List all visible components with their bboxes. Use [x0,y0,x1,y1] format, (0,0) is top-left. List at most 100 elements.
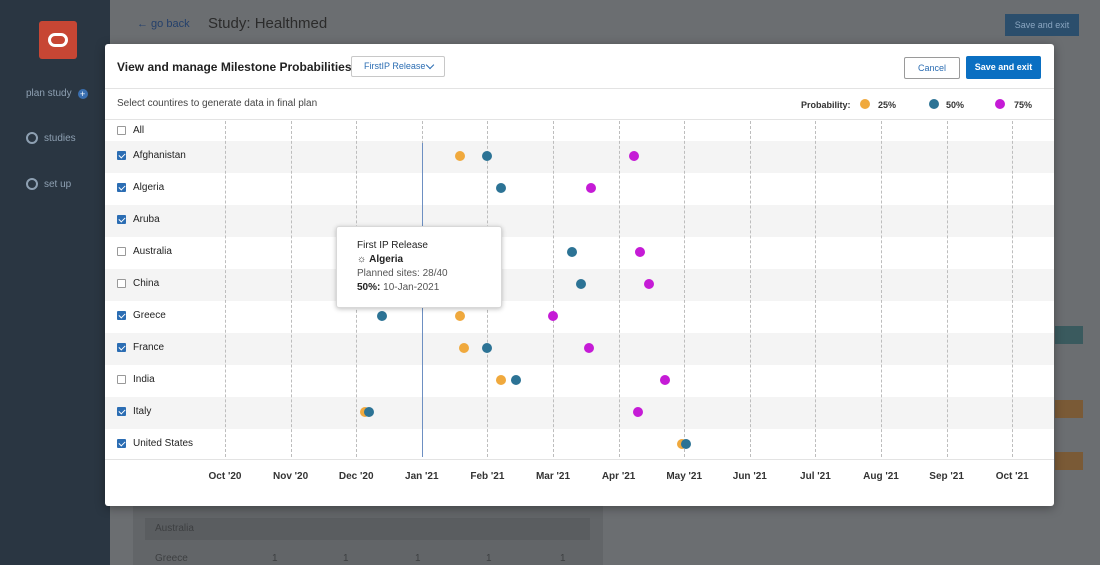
country-checkbox-label[interactable]: Italy [117,406,151,417]
country-name: Italy [133,406,152,417]
country-checkbox[interactable] [117,247,126,256]
country-row: Australia [105,237,1054,269]
milestone-dot-25[interactable] [454,151,465,161]
milestone-dot-50[interactable] [496,183,507,193]
country-checkbox-label[interactable]: United States [117,438,193,449]
country-checkbox[interactable] [117,311,126,320]
tooltip-country: ☼ Algeria [357,254,501,265]
sidebar: plan study + studies set up [0,0,110,565]
milestone-dot-75[interactable] [628,151,639,161]
sidebar-item-plan-study[interactable]: plan study + [26,88,88,99]
instruction-text: Select countires to generate data in fin… [117,98,318,109]
globe-icon: ☼ [357,254,367,265]
country-checkbox-label[interactable]: Australia [117,246,172,257]
milestone-dot-50[interactable] [376,311,387,321]
milestone-dot-75[interactable] [548,311,558,321]
milestone-dot-50[interactable] [482,343,493,353]
gridline [618,121,620,457]
x-tick-label: Oct '20 [208,471,242,482]
country-checkbox-label[interactable]: China [117,278,159,289]
milestone-dot-75[interactable] [586,183,597,193]
milestone-modal: View and manage Milestone Probabilities … [105,44,1054,506]
sidebar-item-label: set up [44,178,72,190]
sidebar-item-setup[interactable]: set up [26,178,71,190]
milestone-dot-50[interactable] [575,279,586,289]
sidebar-item-label: studies [44,132,76,144]
country-row: Algeria [105,173,1054,205]
go-back-link[interactable]: ← go back [137,18,190,30]
save-and-exit-button[interactable]: Save and exit [966,56,1041,79]
country-checkbox[interactable] [117,439,126,448]
milestone-dot-50[interactable] [510,375,521,385]
country-checkbox[interactable] [117,375,126,384]
country-checkbox-label[interactable]: France [117,342,164,353]
tooltip-probability: 50%: 10-Jan-2021 [357,282,501,293]
milestone-dot-50[interactable] [567,247,578,257]
milestone-dot-75[interactable] [635,247,646,257]
background-bar [1055,400,1083,418]
tooltip-title: First IP Release [357,240,428,251]
chevron-down-icon [425,60,435,70]
x-tick-label: May '21 [666,471,703,482]
all-checkbox[interactable] [117,126,126,135]
country-checkbox-label[interactable]: Greece [117,310,166,321]
gridline [553,121,554,457]
country-name: United States [133,438,194,449]
milestone-dot-75[interactable] [659,375,670,385]
milestone-dot-50[interactable] [482,151,493,161]
tooltip-planned-sites: Planned sites: 28/40 [357,268,448,279]
plus-icon: + [77,88,88,99]
country-checkbox[interactable] [117,183,126,192]
table-cell: 1 [415,553,421,564]
country-checkbox[interactable] [117,151,126,160]
milestone-select-value: FirstIP Release [364,61,426,71]
table-cell: 1 [343,553,349,564]
country-checkbox[interactable] [117,407,126,416]
gear-icon [26,178,38,190]
sidebar-item-studies[interactable]: studies [26,132,76,144]
milestone-dot-75[interactable] [644,279,655,289]
x-tick-label: Jan '21 [405,471,439,482]
milestone-dot-50[interactable] [681,439,692,449]
country-checkbox[interactable] [117,215,126,224]
x-axis-line [105,459,1054,460]
milestone-dot-25[interactable] [459,343,470,353]
tooltip-prob-label: 50%: [357,282,381,293]
country-row: Aruba [105,205,1054,237]
country-checkbox-label[interactable]: India [117,374,155,385]
country-row: Greece [105,301,1054,333]
sidebar-item-label: plan study [26,88,72,99]
milestone-dot-50[interactable] [363,407,374,417]
gridline [290,121,292,457]
x-tick-label: Mar '21 [535,471,571,482]
legend-dot-75 [995,99,1005,109]
country-checkbox-label[interactable]: Aruba [117,214,160,225]
page-title: Study: Healthmed [208,15,328,32]
country-checkbox[interactable] [117,343,126,352]
all-label: All [133,125,145,136]
legend-dot-25 [860,99,870,109]
country-checkbox-label[interactable]: Algeria [117,182,164,193]
country-checkbox[interactable] [117,279,126,288]
country-name: France [133,342,165,353]
milestone-dot-75[interactable] [583,343,594,353]
gridline [1012,121,1014,457]
gridline [815,121,817,457]
x-tick-label: Jul '21 [800,471,831,482]
table-row: Australia [145,518,590,540]
all-checkbox-label[interactable]: All [117,125,144,136]
milestone-select[interactable]: FirstIP Release [351,56,445,77]
milestone-dot-25[interactable] [454,311,465,321]
background-save-button[interactable]: Save and exit [1005,14,1079,36]
milestone-dot-25[interactable] [496,375,507,385]
table-cell: 1 [486,553,492,564]
cancel-button[interactable]: Cancel [904,57,960,79]
table-row: Greece [155,553,188,564]
milestone-dot-75[interactable] [633,407,644,417]
country-checkbox-label[interactable]: Afghanistan [117,150,186,161]
modal-title: View and manage Milestone Probabilities [117,60,352,74]
milestone-chart: All Afghanistan Algeria Aruba Australia Chin… [105,121,1054,461]
x-tick-label: Aug '21 [863,471,899,482]
x-tick-label: Jun '21 [732,471,767,482]
probability-label: Probability: [801,100,851,110]
